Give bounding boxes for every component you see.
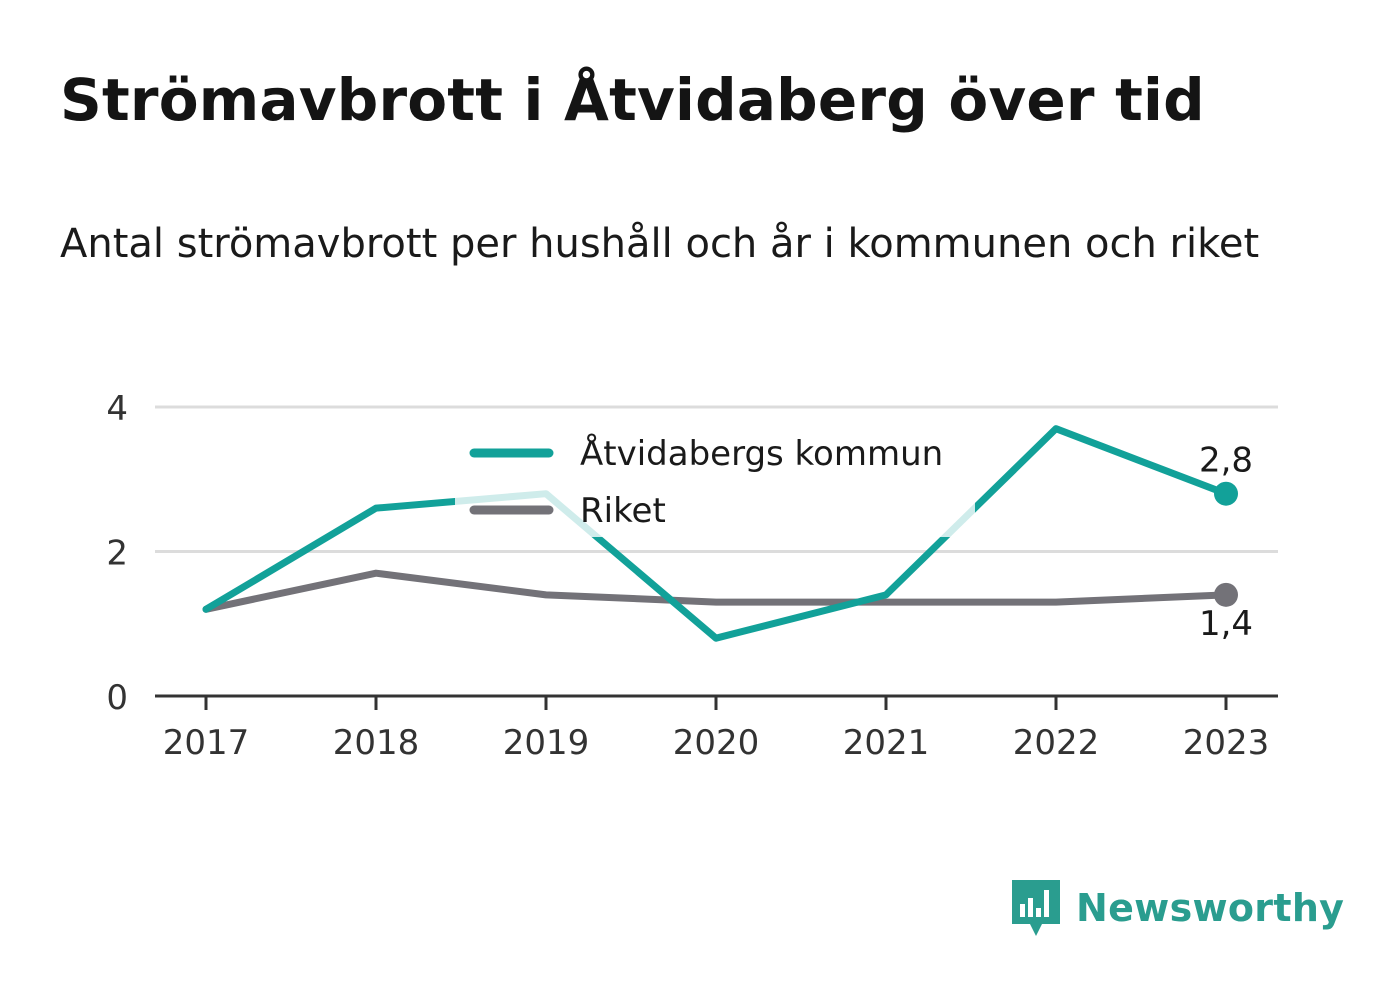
chart-subtitle: Antal strömavbrott per hushåll och år i … bbox=[60, 221, 1260, 267]
x-tick-label: 2023 bbox=[1183, 723, 1270, 763]
series-line bbox=[202, 425, 1230, 642]
y-tick-label: 0 bbox=[106, 678, 128, 718]
x-tick-label: 2020 bbox=[673, 723, 760, 763]
newsworthy-logo: Newsworthy bbox=[1010, 878, 1344, 938]
axes: 0 2 4 2017 2018 2019 2020 2021 2022 2023 bbox=[106, 389, 1278, 763]
end-value-label: 1,4 bbox=[1199, 604, 1253, 644]
x-tick-label: 2022 bbox=[1013, 723, 1100, 763]
end-value-label: 2,8 bbox=[1199, 441, 1253, 481]
end-labels: 2,8 1,4 bbox=[1199, 441, 1253, 644]
series-end-point bbox=[1214, 481, 1238, 506]
x-tick-label: 2019 bbox=[503, 723, 590, 763]
gridlines bbox=[155, 405, 1278, 553]
y-tick-label: 2 bbox=[106, 534, 128, 574]
brand-name: Newsworthy bbox=[1076, 886, 1345, 930]
y-tick-label: 4 bbox=[106, 389, 128, 429]
legend-label: Riket bbox=[580, 491, 666, 531]
x-tick-label: 2018 bbox=[333, 723, 420, 763]
series-lines bbox=[202, 425, 1238, 642]
x-tick-label: 2017 bbox=[163, 723, 250, 763]
legend: Åtvidabergs kommun Riket bbox=[455, 425, 975, 537]
x-tick-label: 2021 bbox=[843, 723, 930, 763]
bar-chart-bubble-icon bbox=[1012, 880, 1060, 936]
series-end-point bbox=[1214, 582, 1238, 607]
chart-title: Strömavbrott i Åtvidaberg över tid bbox=[60, 66, 1205, 134]
legend-backdrop bbox=[455, 425, 975, 537]
series-line bbox=[202, 569, 1230, 613]
legend-label: Åtvidabergs kommun bbox=[580, 433, 943, 474]
